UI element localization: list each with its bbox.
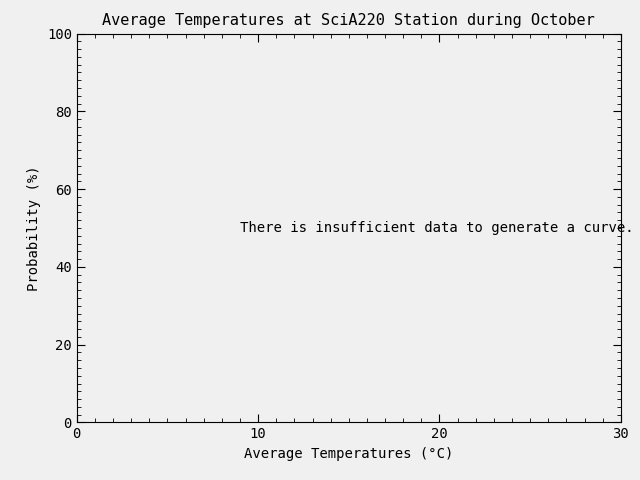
Title: Average Temperatures at SciA220 Station during October: Average Temperatures at SciA220 Station … bbox=[102, 13, 595, 28]
X-axis label: Average Temperatures (°C): Average Temperatures (°C) bbox=[244, 447, 454, 461]
Y-axis label: Probability (%): Probability (%) bbox=[28, 165, 41, 291]
Text: There is insufficient data to generate a curve.: There is insufficient data to generate a… bbox=[240, 221, 634, 235]
